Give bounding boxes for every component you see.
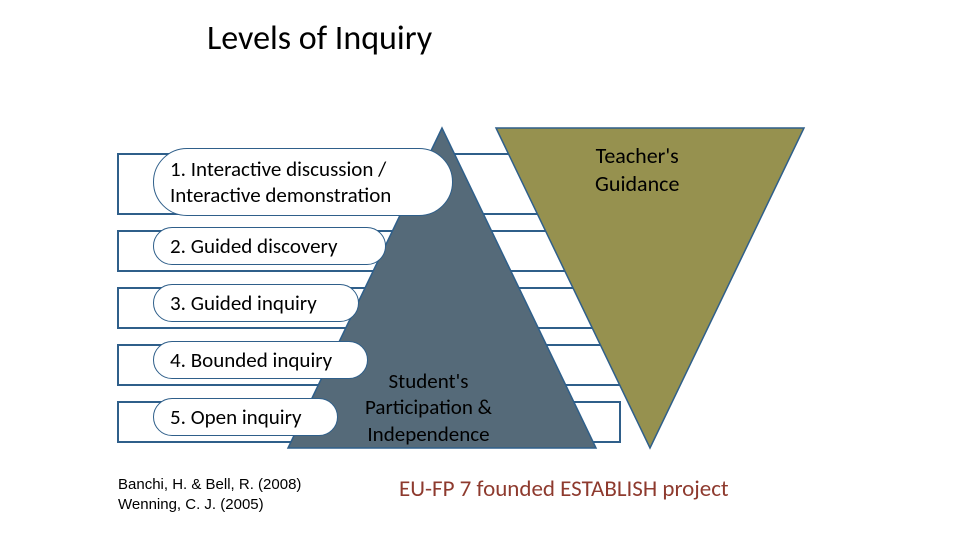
page-title: Levels of Inquiry <box>207 18 432 59</box>
label-student-participation: Student'sParticipation &Independence <box>365 368 492 447</box>
level-pill-1: 1. Interactive discussion / Interactive … <box>153 148 453 216</box>
level-pill-5: 5. Open inquiry <box>153 398 338 436</box>
reference-line: Wenning, C. J. (2005) <box>118 496 264 513</box>
reference-line: Banchi, H. & Bell, R. (2008) <box>118 476 301 493</box>
level-pill-label: 3. Guided inquiry <box>170 290 317 316</box>
level-pill-3: 3. Guided inquiry <box>153 284 359 322</box>
level-pill-label: 4. Bounded inquiry <box>170 347 332 373</box>
label-teacher-guidance: Teacher'sGuidance <box>595 142 679 197</box>
references: Banchi, H. & Bell, R. (2008) Wenning, C. … <box>118 475 301 514</box>
level-pill-2: 2. Guided discovery <box>153 227 386 265</box>
level-pill-label: 5. Open inquiry <box>170 404 302 430</box>
level-pill-label: 1. Interactive discussion / Interactive … <box>170 156 391 209</box>
level-pill-label: 2. Guided discovery <box>170 233 337 259</box>
attribution-text: EU-FP 7 founded ESTABLISH project <box>399 475 729 503</box>
level-pill-4: 4. Bounded inquiry <box>153 341 368 379</box>
